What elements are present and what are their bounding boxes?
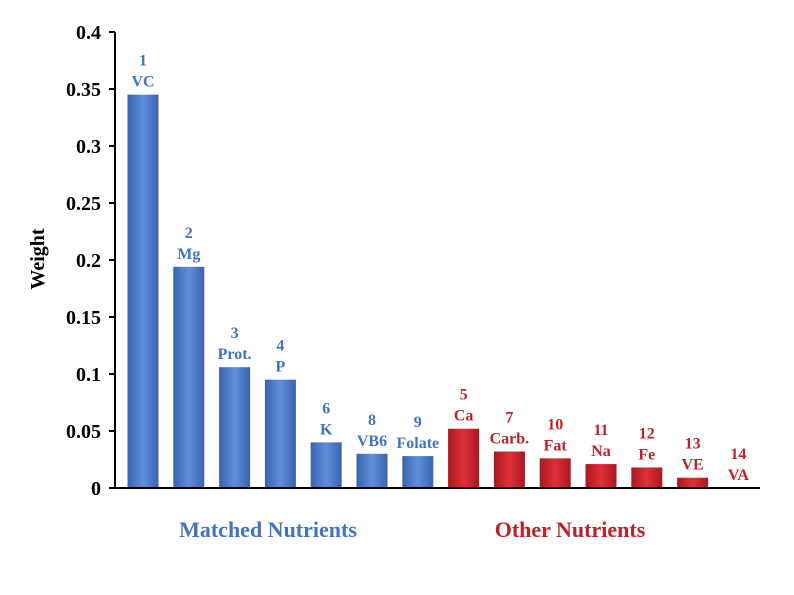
- group-label-other-nutrients: Other Nutrients: [495, 517, 646, 542]
- y-tick-label: 0.25: [66, 193, 101, 215]
- bar-name-label: Na: [591, 443, 611, 460]
- bar-folate: [402, 456, 434, 488]
- bar-na: [585, 464, 617, 488]
- y-tick-label: 0.35: [66, 79, 101, 101]
- bar-name-label: VB6: [357, 433, 387, 450]
- bar-fe: [631, 467, 663, 488]
- bar-name-label: Mg: [177, 246, 200, 263]
- y-tick-label: 0.05: [66, 421, 101, 443]
- y-tick-label: 0: [91, 478, 101, 500]
- bar-name-label: Ca: [454, 408, 474, 425]
- bar-name-label: Folate: [396, 435, 439, 452]
- bar-rank-label: 2: [185, 225, 193, 242]
- y-tick-label: 0.3: [76, 136, 101, 158]
- bar-k: [310, 442, 342, 488]
- bar-name-label: K: [320, 421, 333, 438]
- bar-ca: [448, 428, 480, 488]
- y-tick-label: 0.15: [66, 307, 101, 329]
- bar-rank-label: 3: [231, 325, 239, 342]
- y-tick-label: 0.2: [76, 250, 101, 272]
- bar-name-label: VE: [681, 457, 703, 474]
- bar-rank-label: 11: [593, 422, 608, 439]
- y-tick-label: 0.4: [76, 22, 101, 44]
- bar-rank-label: 8: [368, 412, 376, 429]
- bar-carb: [493, 451, 525, 488]
- bar-prot: [219, 367, 251, 488]
- bar-fat: [539, 458, 571, 488]
- bar-vb6: [356, 453, 388, 488]
- bar-rank-label: 10: [547, 416, 563, 433]
- bar-name-label: Fat: [544, 437, 568, 454]
- bar-name-label: Carb.: [490, 431, 530, 448]
- bar-rank-label: 6: [322, 400, 330, 417]
- bar-vc: [127, 94, 159, 488]
- y-axis-title: Weight: [27, 228, 49, 289]
- bar-rank-label: 9: [414, 414, 422, 431]
- bar-name-label: P: [276, 359, 286, 376]
- bar-name-label: VC: [131, 74, 154, 91]
- bar-name-label: VA: [728, 467, 749, 484]
- bar-rank-label: 1: [139, 53, 147, 70]
- y-tick-label: 0.1: [76, 364, 101, 386]
- group-label-matched-nutrients: Matched Nutrients: [179, 517, 357, 542]
- bar-name-label: Prot.: [218, 346, 252, 363]
- bar-rank-label: 12: [639, 425, 655, 442]
- bar-p: [264, 379, 296, 488]
- bar-rank-label: 5: [460, 387, 468, 404]
- bar-rank-label: 7: [505, 410, 513, 427]
- bar-mg: [173, 266, 205, 488]
- bar-rank-label: 13: [685, 436, 701, 453]
- bar-ve: [677, 477, 709, 488]
- bar-name-label: Fe: [638, 446, 655, 463]
- bar-rank-label: 14: [730, 446, 746, 463]
- bar-rank-label: 4: [276, 338, 284, 355]
